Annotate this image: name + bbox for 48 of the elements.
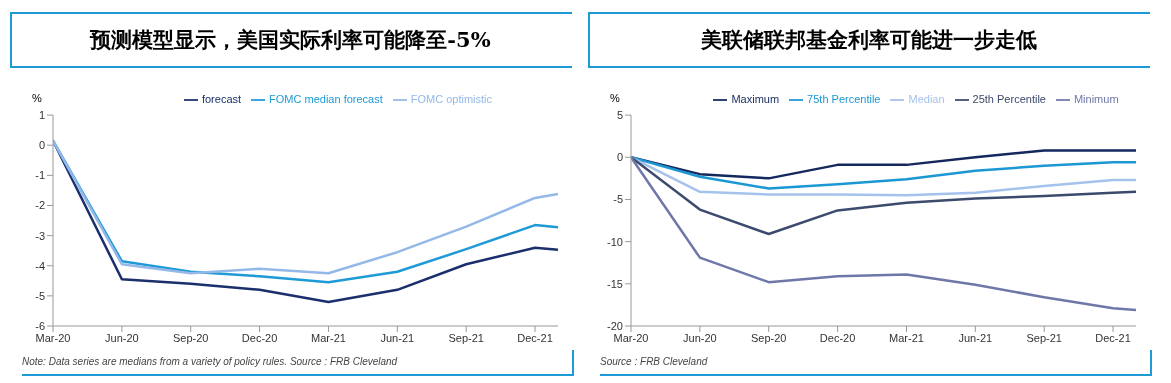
x-tick-label: Sep-20 [172,331,209,344]
y-tick-label: -5 [613,193,623,206]
x-tick-label: Jun-21 [380,331,415,344]
y-tick-label: -15 [607,277,623,290]
x-tick-label: Mar-20 [35,331,71,344]
y-tick-label: -20 [607,319,623,332]
x-tick-label: Mar-20 [613,331,649,344]
legend-label: forecast [201,93,242,105]
legend-label: 75th Percentile [807,93,881,105]
y-tick-label: 1 [38,109,45,121]
line-series [631,156,1136,197]
x-tick-label: Mar-21 [889,331,924,344]
y-tick-label: -3 [35,229,45,242]
y-axis-title: % [610,92,620,104]
legend-label: FOMC optimistic [410,93,493,105]
legend-label: Maximum [731,93,780,105]
y-tick-label: -10 [607,235,623,248]
y-tick-label: -1 [35,169,45,182]
y-tick-label: -6 [35,319,45,332]
x-tick-label: Jun-21 [958,331,993,344]
line-series [631,156,1136,312]
chart-title: 美联储联邦基金利率可能进一步走低 [699,26,1038,54]
legend-label: 25th Percentile [972,93,1046,105]
legend-label: Median [908,93,945,105]
x-tick-label: Jun-20 [105,331,139,344]
x-tick-label: Sep-21 [448,331,484,344]
y-axis-title: % [32,92,42,104]
y-tick-label: -2 [35,199,45,212]
legend-label: Minimum [1073,93,1119,105]
x-tick-label: Dec-21 [1095,331,1131,344]
x-tick-label: Jun-20 [683,331,717,344]
x-tick-label: Sep-21 [1026,331,1062,344]
legend-label: FOMC median forecast [269,93,383,105]
y-tick-label: 0 [616,151,623,164]
text: Note: Data series are medians from a variety of policy rules. Source : FRB Cleveland [22,356,398,367]
line-series [631,156,1136,190]
x-tick-label: Dec-20 [819,331,856,344]
chart-title: 预测模型显示，美国实际利率可能降至-5% [88,26,492,54]
y-tick-label: 0 [38,139,45,152]
x-tick-label: Dec-21 [517,331,553,344]
x-tick-label: Sep-20 [750,331,787,344]
x-tick-label: Mar-21 [311,331,346,344]
y-tick-label: -4 [35,259,45,272]
line-series [631,156,1136,236]
y-tick-label: -5 [35,289,45,302]
y-tick-label: 5 [616,109,623,121]
source-note: Source : FRB Cleveland [600,356,708,367]
x-tick-label: Dec-20 [241,331,278,344]
